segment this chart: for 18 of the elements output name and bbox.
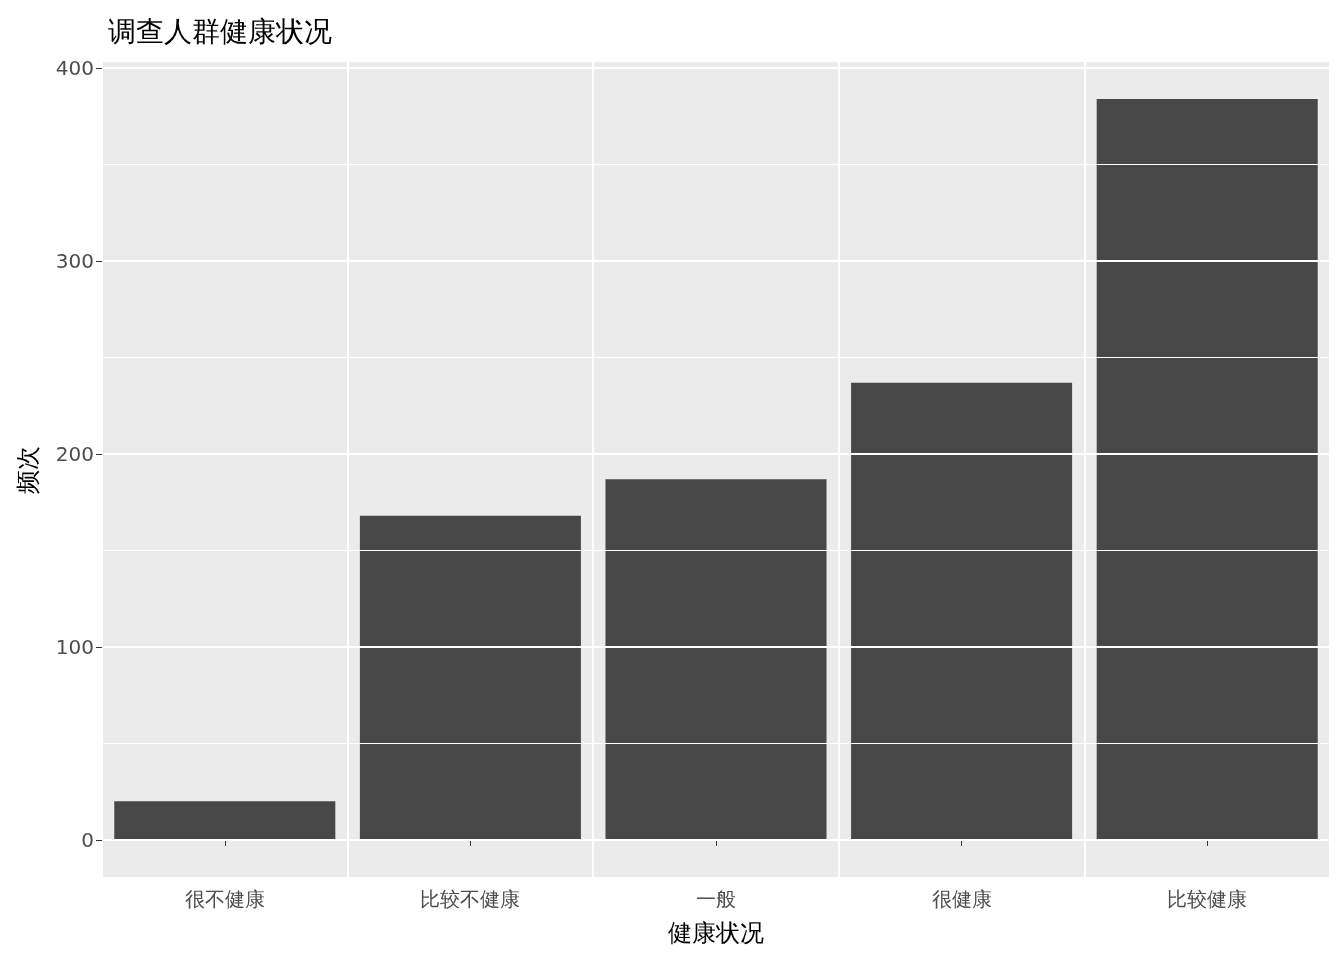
x-tick-label: 比较健康 xyxy=(1167,887,1248,911)
y-axis-title: 频次 xyxy=(14,445,42,494)
x-tick-label: 一般 xyxy=(696,887,736,911)
y-tick-label: 100 xyxy=(55,635,94,660)
x-tick-label: 很健康 xyxy=(931,887,992,911)
x-tick-label: 比较不健康 xyxy=(420,887,521,911)
y-tick-label: 300 xyxy=(55,249,94,274)
y-tick-label: 400 xyxy=(55,56,94,81)
x-tick-label: 很不健康 xyxy=(184,887,265,911)
y-tick-label: 200 xyxy=(55,442,94,467)
bar xyxy=(605,479,827,840)
bar xyxy=(1096,99,1318,840)
chart-title: 调查人群健康状况 xyxy=(108,14,332,48)
bar xyxy=(359,515,581,840)
bar xyxy=(114,801,336,840)
bar xyxy=(851,382,1073,840)
y-tick-label: 0 xyxy=(81,827,94,852)
x-axis-title: 健康状况 xyxy=(668,919,764,947)
